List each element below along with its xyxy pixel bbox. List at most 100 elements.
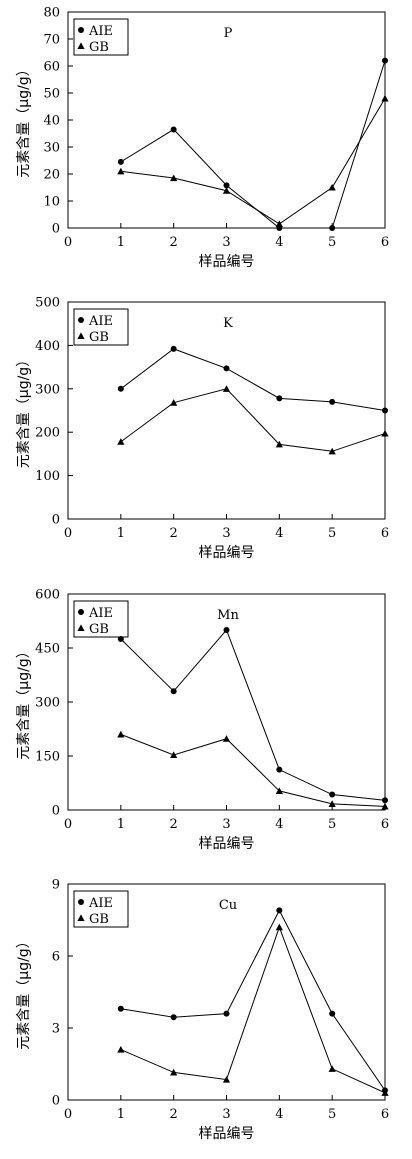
chart-panel-k: 0 100 200 300 400 500 0 1 2 3 4 5 6 样品编号 元素含量（μg/g） K AI… xyxy=(16,296,389,562)
series-line-aie xyxy=(120,348,386,411)
y-tick-label: 0 xyxy=(52,804,60,819)
y-tick-label: 0 xyxy=(52,222,60,237)
data-point-gb xyxy=(381,429,389,437)
y-tick-label: 3 xyxy=(52,1022,60,1037)
data-point-gb xyxy=(328,183,336,191)
series-line-gb xyxy=(120,98,386,225)
data-point-aie xyxy=(276,907,283,914)
data-point-aie xyxy=(223,182,230,189)
x-tick-label: 6 xyxy=(381,1107,389,1122)
x-tick-label: 0 xyxy=(64,817,72,832)
data-point-aie xyxy=(170,688,177,695)
y-tick-label: 150 xyxy=(35,750,60,765)
data-point-aie xyxy=(382,57,388,64)
x-tick-label: 3 xyxy=(222,526,230,541)
data-point-aie xyxy=(223,627,230,633)
y-tick-label: 100 xyxy=(35,469,60,484)
data-point-gb xyxy=(381,1089,389,1096)
x-tick-label: 3 xyxy=(222,817,230,832)
legend-marker-aie xyxy=(78,609,84,615)
data-point-aie xyxy=(276,766,283,773)
legend-label-aie: AIE xyxy=(88,896,113,911)
chart-panel-p: 0 10 20 30 40 50 60 70 80 0 1 2 3 4 5 6 样品编号 元素含量（μg/g） P A… xyxy=(16,6,389,271)
x-tick-label: 3 xyxy=(222,1107,230,1122)
data-point-aie xyxy=(223,365,230,372)
x-tick-label: 6 xyxy=(381,526,389,541)
x-tick-label: 0 xyxy=(64,1107,72,1122)
y-tick-label: 50 xyxy=(43,87,60,102)
element-label: K xyxy=(223,316,233,331)
y-tick-label: 500 xyxy=(35,296,60,311)
series-line-aie xyxy=(120,60,386,229)
y-tick-label: 400 xyxy=(35,339,60,354)
x-tick-label: 5 xyxy=(328,235,336,250)
x-tick-label: 0 xyxy=(64,235,72,250)
y-tick-label: 70 xyxy=(43,33,60,48)
data-point-gb xyxy=(222,735,231,742)
data-point-aie xyxy=(329,1010,336,1017)
x-tick-label: 1 xyxy=(117,235,125,250)
data-point-aie xyxy=(223,1010,230,1017)
data-point-aie xyxy=(117,1005,124,1012)
data-point-aie xyxy=(170,1014,177,1021)
data-point-gb xyxy=(328,800,336,807)
element-label: Mn xyxy=(217,608,239,623)
y-tick-label: 40 xyxy=(43,114,60,129)
x-tick-label: 5 xyxy=(328,817,336,832)
data-point-gb xyxy=(222,385,231,392)
data-point-gb xyxy=(275,923,283,931)
data-point-gb xyxy=(170,751,178,758)
data-point-gb xyxy=(222,1076,231,1083)
data-point-aie xyxy=(170,126,177,133)
data-point-gb xyxy=(222,187,231,194)
data-point-gb xyxy=(328,1065,336,1072)
y-axis-label: 元素含量（μg/g） xyxy=(16,353,32,468)
x-tick-label: 1 xyxy=(117,526,125,541)
data-point-gb xyxy=(275,440,283,448)
data-point-aie xyxy=(117,636,124,642)
x-axis-label: 样品编号 xyxy=(199,254,255,270)
x-tick-label: 1 xyxy=(117,817,125,832)
x-tick-label: 4 xyxy=(275,235,283,250)
y-tick-label: 200 xyxy=(35,426,60,441)
data-point-aie xyxy=(170,345,177,352)
series-line-aie xyxy=(120,629,386,801)
legend-label-gb: GB xyxy=(89,330,109,345)
x-tick-label: 2 xyxy=(170,817,178,832)
data-point-gb xyxy=(170,174,178,182)
y-tick-label: 60 xyxy=(43,60,60,75)
y-tick-label: 0 xyxy=(52,1094,60,1109)
legend-label-aie: AIE xyxy=(88,606,113,621)
data-point-aie xyxy=(329,398,336,405)
legend-label-aie: AIE xyxy=(88,314,113,329)
legend-marker-aie xyxy=(78,317,84,323)
y-tick-label: 80 xyxy=(43,6,60,21)
legend-label-gb: GB xyxy=(89,622,109,637)
legend-marker-aie xyxy=(78,27,84,33)
y-tick-label: 6 xyxy=(52,950,60,965)
y-tick-label: 0 xyxy=(52,513,60,528)
chart-panel-mn: 0 150 300 450 600 0 1 2 3 4 5 6 样品编号 元素含量（μg/g） Mn AIEG… xyxy=(16,588,389,853)
y-tick-label: 300 xyxy=(35,696,60,711)
x-axis-label: 样品编号 xyxy=(199,545,255,561)
y-tick-label: 300 xyxy=(35,382,60,397)
y-tick-label: 450 xyxy=(35,642,60,657)
data-point-aie xyxy=(117,385,124,392)
data-point-gb xyxy=(117,1046,125,1053)
y-tick-label: 30 xyxy=(43,141,60,156)
y-tick-label: 10 xyxy=(43,195,60,210)
legend-marker-gb xyxy=(77,332,85,340)
x-tick-label: 4 xyxy=(275,1107,283,1122)
data-point-gb xyxy=(275,787,283,794)
data-point-gb xyxy=(275,220,283,228)
y-tick-label: 9 xyxy=(52,878,60,893)
data-point-gb xyxy=(381,94,389,102)
data-point-aie xyxy=(329,791,336,798)
legend-marker-gb xyxy=(77,42,85,50)
data-point-aie xyxy=(382,797,388,804)
